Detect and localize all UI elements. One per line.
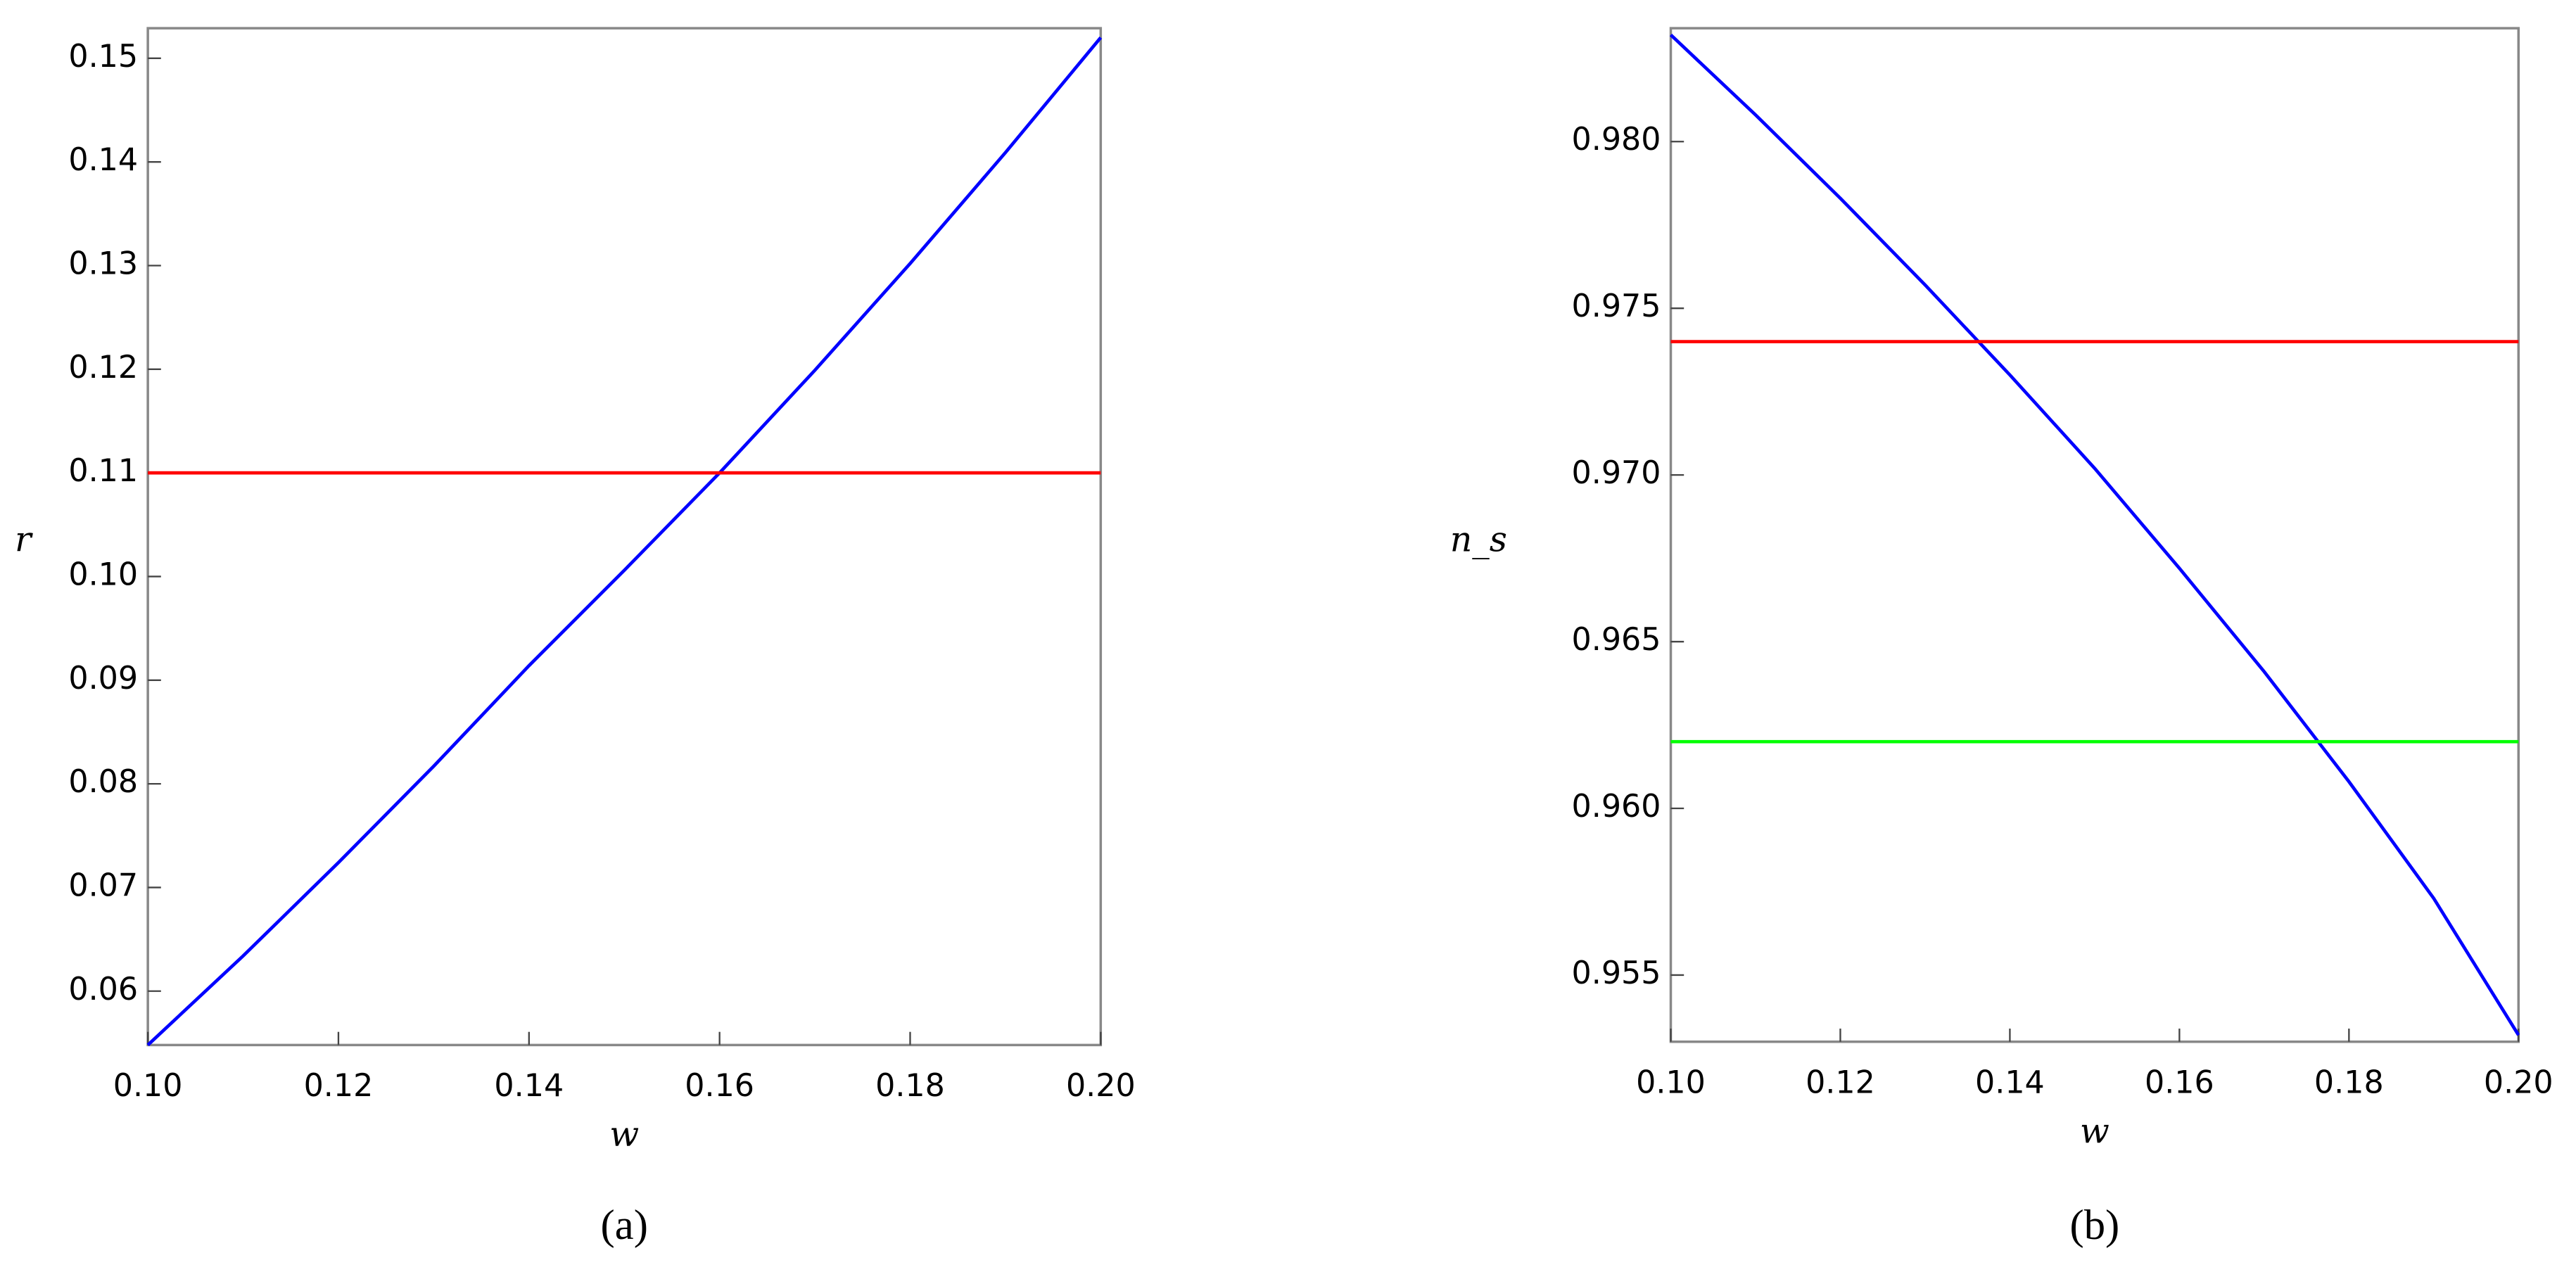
y-tick-label: 0.970 [1572, 455, 1661, 491]
x-tick-label: 0.20 [1066, 1068, 1136, 1104]
y-tick-label: 0.955 [1572, 955, 1661, 991]
y-tick-label: 0.965 [1572, 622, 1661, 658]
plot-frame [1669, 27, 2520, 1043]
y-tick-label: 0.15 [68, 39, 138, 75]
x-tick-label: 0.10 [1636, 1064, 1706, 1100]
x-tick-label: 0.20 [2484, 1064, 2553, 1100]
x-axis-label: w [2080, 1110, 2109, 1151]
x-tick-label: 0.14 [1975, 1064, 2045, 1100]
x-tick-label: 0.16 [685, 1068, 754, 1104]
y-tick-label: 0.08 [68, 764, 138, 800]
x-tick-label: 0.10 [113, 1068, 183, 1104]
y-axis-label: n_s [1450, 519, 1507, 559]
x-tick-label: 0.18 [2314, 1064, 2384, 1100]
plot-frame [146, 27, 1103, 1047]
y-axis-label: r [15, 519, 33, 559]
data-line [1669, 33, 2520, 1036]
x-axis-label: w [609, 1114, 639, 1155]
x-tick-label: 0.16 [2145, 1064, 2214, 1100]
y-tick-label: 0.12 [68, 350, 138, 386]
caption: (a) [601, 1202, 648, 1249]
y-tick-label: 0.06 [68, 972, 138, 1007]
y-tick-label: 0.13 [68, 246, 138, 281]
y-tick-label: 0.07 [68, 867, 138, 903]
y-tick-label: 0.10 [68, 556, 138, 592]
x-tick-label: 0.12 [304, 1068, 374, 1104]
y-tick-label: 0.960 [1572, 789, 1661, 825]
x-tick-label: 0.18 [875, 1068, 945, 1104]
y-tick-label: 0.14 [68, 142, 138, 178]
caption: (b) [2070, 1202, 2120, 1249]
y-tick-label: 0.980 [1572, 122, 1661, 158]
y-tick-label: 0.11 [68, 453, 138, 489]
y-tick-label: 0.975 [1572, 288, 1661, 324]
y-tick-label: 0.09 [68, 661, 138, 697]
data-line [146, 36, 1103, 1047]
x-tick-label: 0.12 [1806, 1064, 1875, 1100]
x-tick-label: 0.14 [494, 1068, 564, 1104]
